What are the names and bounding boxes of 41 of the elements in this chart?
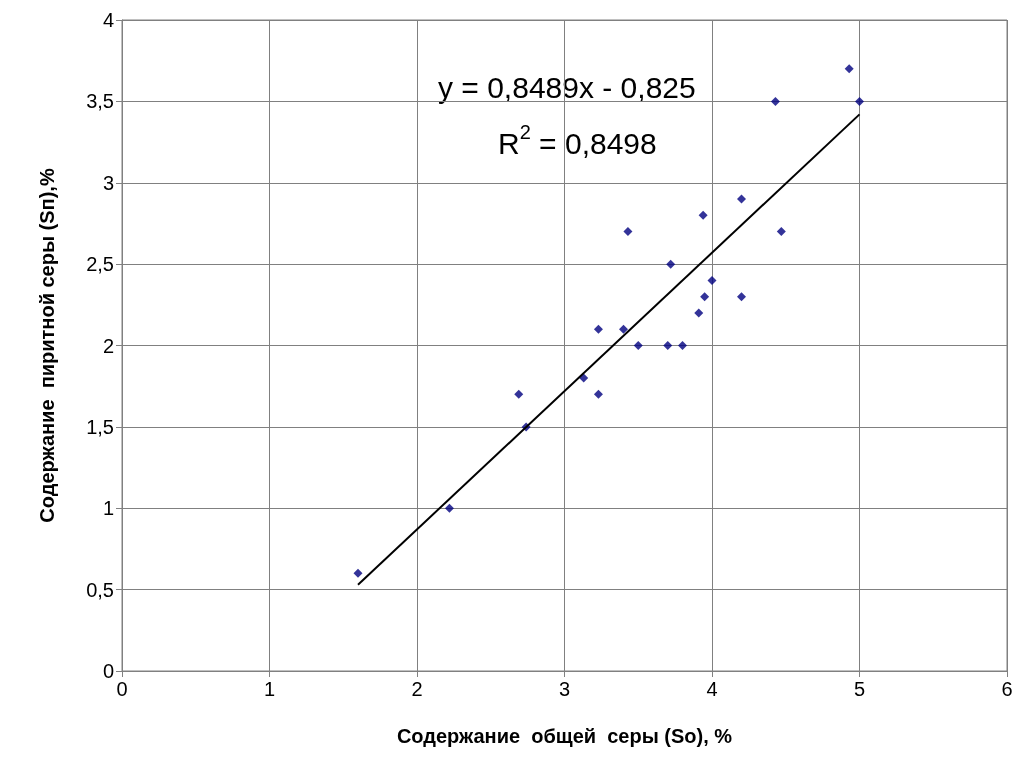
x-tick-label: 6 bbox=[1001, 678, 1013, 700]
point bbox=[855, 96, 864, 106]
x-tick-label: 5 bbox=[853, 678, 866, 700]
point bbox=[707, 275, 717, 285]
point bbox=[700, 292, 710, 302]
point bbox=[579, 373, 589, 383]
y-tick-label: 0 bbox=[102, 660, 114, 682]
y-tick-label: 4 bbox=[102, 9, 114, 31]
x-tick-label: 4 bbox=[706, 678, 718, 700]
y-tick-label: 1,5 bbox=[86, 415, 114, 438]
point bbox=[666, 259, 676, 269]
point bbox=[776, 227, 786, 237]
point bbox=[694, 308, 704, 318]
y-axis-title: Содержание пиритной серы (Sп),% bbox=[36, 168, 58, 523]
x-axis-title: Содержание общей серы (So), % bbox=[396, 725, 733, 747]
point bbox=[593, 324, 603, 334]
point bbox=[770, 96, 780, 106]
x-tick-label: 2 bbox=[411, 678, 423, 700]
point bbox=[678, 341, 687, 350]
y-tick-label: 0,5 bbox=[86, 578, 114, 601]
y-tick-label: 1 bbox=[102, 497, 114, 520]
y-tick-label: 3 bbox=[102, 171, 114, 194]
point bbox=[444, 503, 454, 513]
point bbox=[633, 341, 643, 350]
point bbox=[737, 194, 746, 204]
y-tick-label: 2,5 bbox=[86, 253, 114, 276]
point bbox=[623, 227, 633, 237]
point bbox=[698, 210, 708, 220]
point bbox=[844, 64, 854, 74]
point bbox=[663, 341, 673, 350]
x-tick-label: 3 bbox=[558, 678, 571, 700]
point bbox=[593, 389, 603, 399]
y-tick-label: 2 bbox=[102, 334, 114, 357]
x-tick-label: 0 bbox=[116, 678, 128, 700]
point bbox=[737, 292, 746, 302]
annotation: y = 0,8489x - 0,825 bbox=[438, 70, 696, 104]
y-tick-label: 3,5 bbox=[86, 90, 114, 113]
x-tick-label: 1 bbox=[263, 678, 276, 700]
point bbox=[619, 324, 628, 334]
point bbox=[353, 568, 363, 578]
point bbox=[514, 389, 524, 399]
